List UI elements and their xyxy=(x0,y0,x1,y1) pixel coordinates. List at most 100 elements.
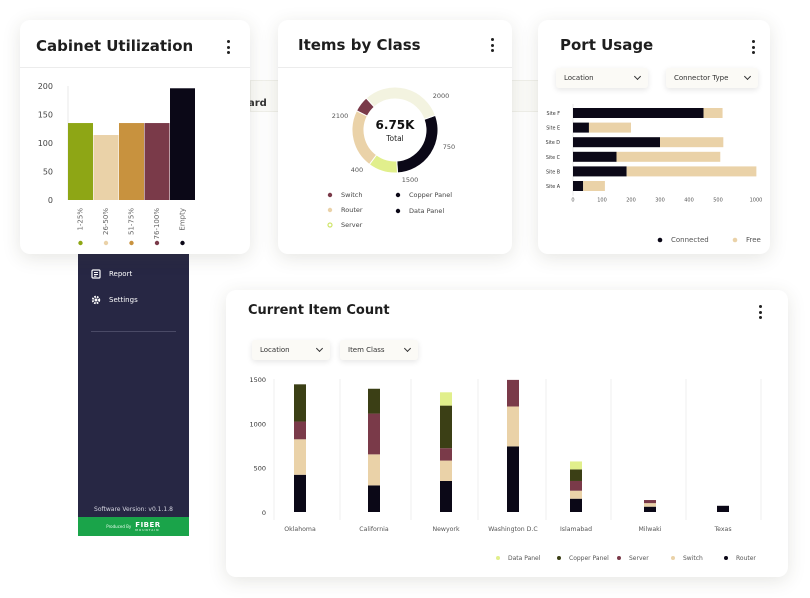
x-tick-label: Oklahoma xyxy=(284,526,316,533)
brand-name: FIBER xyxy=(135,520,161,529)
sidebar-item-settings[interactable]: Settings xyxy=(91,295,138,305)
legend-dot xyxy=(395,192,401,198)
more-options-icon[interactable] xyxy=(223,38,233,56)
legend-dot xyxy=(724,556,728,560)
current-item-count-card: Current Item Count Location Item Class 0… xyxy=(226,290,788,577)
sidebar-divider xyxy=(91,331,176,332)
legend-dot xyxy=(103,240,109,246)
sidebar-item-label: Report xyxy=(109,270,133,278)
legend-dot xyxy=(327,222,333,228)
legend-dot xyxy=(657,237,663,243)
x-tick-label: Islamabad xyxy=(560,526,592,533)
bar-segment xyxy=(440,392,452,406)
connector-type-dropdown[interactable]: Connector Type xyxy=(666,68,758,88)
bar-segment xyxy=(644,503,656,507)
bar-segment xyxy=(573,108,704,118)
x-tick-label: 1-25% xyxy=(77,208,85,231)
legend-label: Router xyxy=(341,206,363,214)
card-header: Current Item Count xyxy=(226,290,788,330)
bar-segment xyxy=(294,421,306,440)
bar-segment xyxy=(573,151,617,162)
y-tick-label: 1500 xyxy=(249,376,266,384)
items-by-class-chart: 2000 750 1500 400 2100 6.75K Total Switch Copper… xyxy=(327,86,455,229)
location-dropdown-label: Location xyxy=(564,74,594,82)
bar xyxy=(119,123,144,200)
legend-dot xyxy=(617,556,621,560)
location-dropdown-label: Location xyxy=(260,346,290,354)
legend-label: Server xyxy=(341,221,363,229)
bar-segment xyxy=(294,384,306,422)
legend-label: Free xyxy=(746,236,761,244)
card-header: Cabinet Utilization xyxy=(20,20,250,68)
port-usage-chart: Site F Site E Site D Site C Site B Site A 0 100… xyxy=(546,104,762,244)
y-tick-label: 100 xyxy=(38,139,53,148)
slice-label: 2000 xyxy=(433,92,450,100)
location-dropdown[interactable]: Location xyxy=(556,68,648,88)
item-class-dropdown[interactable]: Item Class xyxy=(340,340,418,360)
card-title: Port Usage xyxy=(560,36,654,54)
bar-segment xyxy=(573,181,584,191)
card-title: Cabinet Utilization xyxy=(36,37,194,55)
location-dropdown[interactable]: Location xyxy=(252,340,330,360)
x-tick-label: 200 xyxy=(626,198,636,204)
bar-segment xyxy=(616,151,721,162)
sidebar: Report Settings Software Version: v0.1.1… xyxy=(78,254,189,536)
x-tick-label: Milwaki xyxy=(639,526,662,533)
bar-segment xyxy=(294,439,306,475)
more-options-icon[interactable] xyxy=(748,38,758,56)
bar-segment xyxy=(644,500,656,504)
y-tick-label: 200 xyxy=(38,82,53,91)
bar-segment xyxy=(583,181,605,191)
items-by-class-card: Items by Class 2000 750 1500 400 2100 6.75K To… xyxy=(278,20,512,254)
donut-slice xyxy=(351,110,378,166)
bar-segment xyxy=(507,446,519,512)
legend-label: Switch xyxy=(683,555,703,562)
legend-dot xyxy=(732,237,738,243)
card-title: Items by Class xyxy=(298,36,421,54)
sidebar-item-label: Settings xyxy=(109,296,138,304)
donut-center-value: 6.75K xyxy=(376,118,416,132)
x-tick-label: 76-100% xyxy=(153,208,161,240)
card-title: Current Item Count xyxy=(248,303,390,318)
y-tick-label: Site C xyxy=(546,155,561,161)
more-options-icon[interactable] xyxy=(755,303,765,321)
bar-segment xyxy=(703,108,723,118)
legend-dot xyxy=(395,208,401,214)
y-tick-label: Site A xyxy=(546,184,561,190)
bar-segment xyxy=(570,490,582,499)
connector-type-dropdown-label: Connector Type xyxy=(674,74,729,82)
current-item-count-chart: 0 500 1000 1500 Oklahoma California Newyork Was… xyxy=(249,376,762,562)
legend-label: Switch xyxy=(341,191,363,199)
y-tick-label: 0 xyxy=(48,196,53,205)
y-tick-label: Site E xyxy=(546,126,560,132)
bar-segment xyxy=(368,454,380,486)
bar-segment xyxy=(644,506,656,512)
x-tick-label: 0 xyxy=(571,198,574,204)
bar-segment xyxy=(440,405,452,449)
more-options-icon[interactable] xyxy=(487,36,497,54)
slice-label: 750 xyxy=(443,143,455,151)
bar xyxy=(68,123,93,200)
chevron-down-icon xyxy=(743,72,752,81)
y-tick-label: 50 xyxy=(43,168,53,177)
brand-bar: Produced By FIBER MOUNTAIN xyxy=(78,517,189,536)
item-class-dropdown-label: Item Class xyxy=(348,346,385,354)
bar-segment xyxy=(573,166,627,177)
cabinet-utilization-chart: 0 50 100 150 200 1-25% 26-50% 51-75% 76-100% Empt… xyxy=(38,82,195,246)
legend-dot xyxy=(557,556,561,560)
x-tick-label: 26-50% xyxy=(102,208,110,235)
legend-label: Data Panel xyxy=(409,207,444,215)
bar-segment xyxy=(573,122,589,133)
y-tick-label: 500 xyxy=(254,465,266,473)
bar-segment xyxy=(660,137,724,148)
sidebar-item-report[interactable]: Report xyxy=(91,269,132,279)
bar xyxy=(144,123,170,200)
legend-dot xyxy=(496,556,500,560)
bar-segment xyxy=(570,469,582,481)
bar-segment xyxy=(588,122,631,133)
card-header: Port Usage xyxy=(538,20,770,68)
x-tick-label: Newyork xyxy=(432,526,459,533)
x-tick-label: 500 xyxy=(713,198,723,204)
x-tick-label: 300 xyxy=(655,198,665,204)
bar-segment xyxy=(573,137,660,148)
